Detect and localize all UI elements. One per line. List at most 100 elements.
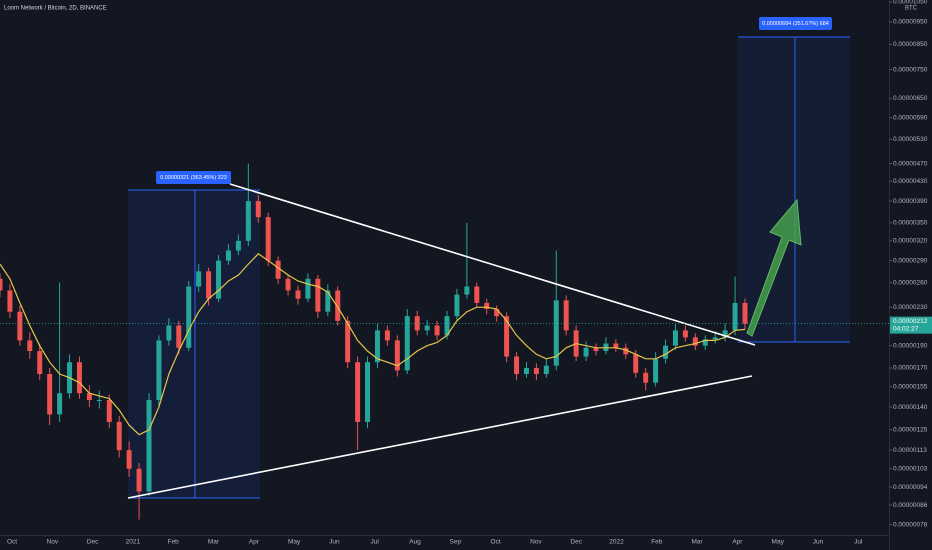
x-tick-label: Apr: [732, 539, 743, 546]
measure-label: 0.00000684 (351.67%) 684: [762, 21, 829, 27]
y-tick-label: 0.00000113: [893, 447, 927, 454]
x-tick-label: May: [288, 539, 301, 546]
candle-body: [563, 300, 569, 331]
candle-body: [76, 362, 82, 394]
y-tick-label: 0.00000750: [893, 66, 928, 73]
candle-body: [384, 330, 390, 341]
y-tick-label: 0.00000320: [893, 238, 928, 245]
candle-body: [732, 302, 738, 331]
candle-body: [285, 278, 291, 291]
candle-body: [126, 450, 132, 469]
measure-label-box: [759, 17, 832, 30]
candle-body: [523, 368, 529, 375]
x-tick-label: Dec: [570, 539, 582, 546]
x-tick-label: Sep: [450, 539, 462, 546]
x-tick-label: Jul: [854, 539, 863, 546]
candle-body: [225, 250, 231, 261]
candle-body: [245, 201, 251, 241]
candle-body: [593, 347, 599, 352]
candle-body: [96, 400, 102, 402]
candle-body: [643, 372, 649, 383]
chart-title: Loom Network / Bitcoin, 2D, BINANCE: [4, 6, 107, 12]
last-price-label: 0.00000212: [893, 318, 928, 325]
y-tick-label: 0.00000950: [893, 19, 928, 26]
candle-body: [553, 300, 559, 366]
x-tick-label: Nov: [530, 539, 542, 546]
candle-body: [7, 290, 13, 312]
candle-body: [295, 290, 301, 299]
y-tick-label: 0.00000078: [893, 521, 928, 528]
y-tick-label: 0.00000590: [893, 115, 928, 122]
candle-body: [275, 260, 281, 279]
candle-body: [633, 354, 639, 373]
candle-body: [454, 294, 460, 317]
x-tick-label: Oct: [491, 539, 501, 546]
y-tick-label: 0.00000850: [893, 41, 928, 48]
x-tick-label: Jul: [371, 539, 380, 546]
candle-body: [434, 325, 440, 336]
y-tick-label: 0.00000230: [893, 304, 928, 311]
measure-zone: [738, 37, 850, 342]
candle-body: [394, 340, 400, 371]
candle-body: [494, 308, 500, 317]
candle-body: [345, 320, 351, 363]
candle-body: [424, 325, 430, 331]
candle-body: [583, 347, 589, 357]
candle-body: [543, 365, 549, 375]
candle-body: [365, 362, 371, 422]
candle-body: [663, 345, 669, 359]
candle-body: [17, 311, 23, 341]
candle-body: [156, 340, 162, 401]
candle-body: [106, 400, 112, 422]
y-tick-label: 0.00000155: [893, 383, 928, 390]
last-price-box: [890, 316, 932, 334]
candle-body: [514, 356, 520, 375]
plot: [0, 163, 748, 520]
y-tick-label: 0.00000390: [893, 198, 928, 205]
y-tick-label: 0.00000190: [893, 342, 928, 349]
y-tick-label: 0.00000140: [893, 404, 928, 411]
candle-body: [57, 393, 63, 415]
candle-body: [0, 278, 3, 291]
candle-body: [722, 330, 728, 338]
x-tick-label: Feb: [651, 539, 663, 546]
candle-body: [186, 286, 192, 348]
candle-body: [146, 400, 152, 492]
x-tick-label: Aug: [409, 539, 421, 546]
candle-body: [672, 330, 678, 346]
candle-body: [484, 302, 490, 309]
candle-body: [444, 316, 450, 336]
candle-body: [335, 290, 341, 321]
measure-label: 0.00000321 (363.45%) 323: [160, 175, 227, 181]
candle-body: [116, 421, 122, 451]
trendline-upper: [229, 183, 756, 346]
candle-body: [374, 330, 380, 363]
axis-unit: BTC: [905, 6, 918, 12]
x-tick-label: 2021: [126, 539, 141, 546]
candle-body: [504, 316, 510, 357]
x-tick-label: Feb: [168, 539, 180, 546]
x-tick-label: Nov: [47, 539, 59, 546]
trendline-lower: [127, 375, 753, 499]
candle-body: [325, 290, 331, 312]
candle-body: [742, 302, 748, 324]
countdown-label: 04:02:27: [893, 325, 919, 332]
x-tick-label: 2022: [609, 539, 624, 546]
candle-body: [692, 337, 698, 346]
moving-average: [0, 253, 746, 436]
y-tick-label: 0.00001050: [893, 0, 928, 6]
y-tick-label: 0.00000290: [893, 257, 928, 264]
candle-body: [355, 362, 361, 422]
candle-body: [255, 201, 261, 218]
candle-body: [474, 286, 480, 303]
projection-arrow: [746, 198, 802, 337]
candle-body: [712, 337, 718, 340]
x-tick-label: Oct: [7, 539, 17, 546]
candle-body: [27, 340, 33, 352]
candle-body: [206, 271, 212, 299]
candle-body: [315, 278, 321, 312]
candle-body: [86, 393, 92, 401]
y-tick-label: 0.00000170: [893, 365, 928, 372]
candle-body: [464, 286, 470, 295]
